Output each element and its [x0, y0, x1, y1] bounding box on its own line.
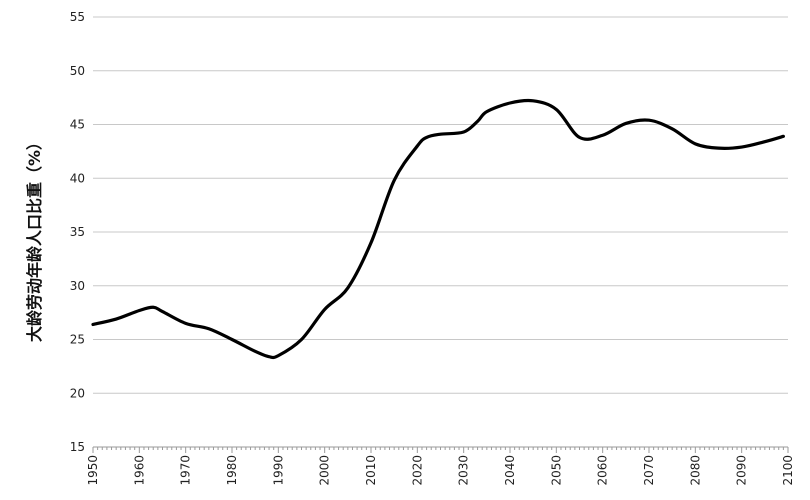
- x-tick-label: 2020: [410, 455, 424, 486]
- x-tick-label: 1950: [86, 455, 100, 486]
- x-tick-label: 2040: [503, 455, 517, 486]
- axes: [92, 446, 789, 453]
- x-tick-label: 2060: [596, 455, 610, 486]
- y-tick-label: 30: [70, 279, 85, 293]
- y-tick-label: 35: [70, 225, 85, 239]
- x-tick-label: 1960: [132, 455, 146, 486]
- y-tick-label: 55: [70, 10, 85, 24]
- x-tick-label: 1980: [225, 455, 239, 486]
- y-tick-label: 25: [70, 333, 85, 347]
- y-tick-label: 45: [70, 118, 85, 132]
- x-tick-label: 2030: [457, 455, 471, 486]
- x-tick-label: 2100: [781, 455, 795, 486]
- x-tick-label: 1970: [179, 455, 193, 486]
- x-tick-label: 2080: [688, 455, 702, 486]
- y-tick-label: 20: [70, 386, 85, 400]
- series-line: [91, 98, 785, 360]
- y-axis-label: 大龄劳动年龄人口比重（%）: [25, 134, 44, 342]
- x-tick-label: 2050: [549, 455, 563, 486]
- x-tick-label: 2090: [735, 455, 749, 486]
- y-tick-label: 50: [70, 64, 85, 78]
- tick-labels: 15 20 25 30 35 40 45 50 55 1950 1960 1970 1980 1990 20…: [70, 10, 795, 486]
- series-layer: [91, 98, 785, 360]
- x-tick-label: 1990: [271, 455, 285, 486]
- gridlines: [93, 16, 788, 448]
- x-tick-label: 2010: [364, 455, 378, 486]
- x-tick-label: 2000: [318, 455, 332, 486]
- y-tick-label: 40: [70, 171, 85, 185]
- x-tick-label: 2070: [642, 455, 656, 486]
- y-tick-label: 15: [70, 440, 85, 454]
